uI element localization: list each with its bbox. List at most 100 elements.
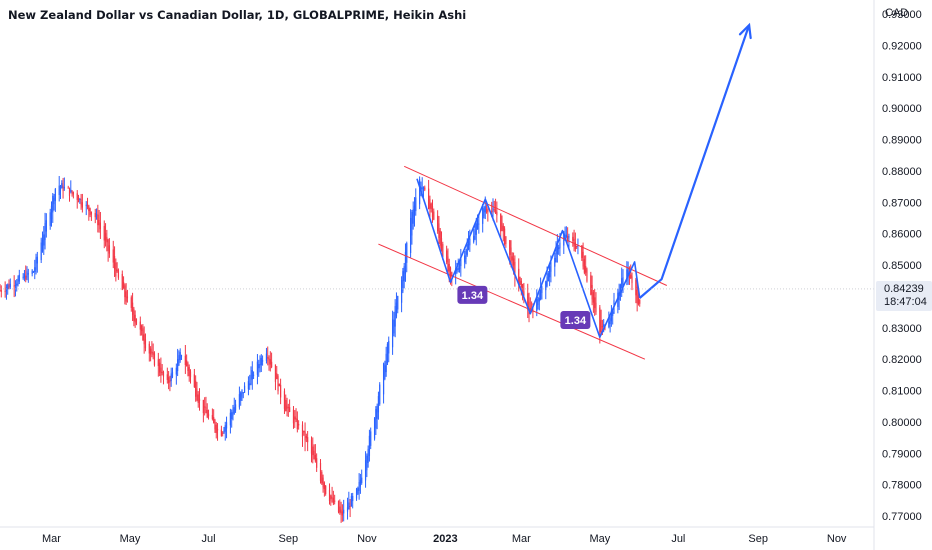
candle-body-down — [71, 190, 73, 194]
candle-body-down — [334, 500, 336, 502]
candle-body-down — [509, 240, 511, 255]
candle-body-down — [594, 297, 596, 309]
candle-body-down — [204, 406, 206, 408]
candle-body-up — [58, 185, 60, 195]
candle-body-up — [626, 269, 628, 281]
candle-body-down — [494, 209, 497, 214]
ratio-badge-label: 1.34 — [565, 315, 587, 327]
candle-body-down — [283, 391, 286, 409]
candle-body-up — [465, 250, 467, 259]
candle-body-down — [294, 416, 296, 420]
candle-body-down — [527, 293, 529, 310]
candle-body-up — [421, 187, 423, 190]
candle-body-down — [301, 424, 304, 437]
candle-body-up — [27, 273, 29, 275]
channel-lower-line — [378, 243, 646, 360]
candle-body-down — [431, 206, 434, 217]
candle-body-down — [112, 249, 114, 263]
price-tick-label: 0.81000 — [882, 386, 922, 398]
candle-body-up — [368, 435, 371, 456]
channel-upper-line — [403, 165, 668, 286]
price-axis-ticks[interactable]: 0.77000 0.78000 0.79000 0.80000 0.81000 0.820… — [882, 9, 922, 523]
candle-body-up — [35, 257, 37, 270]
candle-body-down — [424, 187, 426, 190]
candle-body-down — [205, 406, 207, 414]
candle-body-down — [592, 292, 594, 303]
candle-body-down — [303, 430, 305, 433]
candle-body-down — [429, 198, 431, 209]
candle-body-down — [133, 308, 135, 321]
candle-body-up — [36, 256, 38, 264]
candle-body-up — [352, 495, 354, 502]
candle-body-down — [187, 363, 189, 372]
price-tick-label: 0.93000 — [882, 9, 922, 21]
candle-body-down — [487, 209, 489, 213]
candle-body-down — [446, 250, 448, 263]
candle-body-up — [355, 488, 358, 499]
candle-body-up — [478, 223, 480, 225]
candle-body-up — [621, 278, 623, 291]
candle-body-down — [296, 418, 298, 430]
candle-body-up — [474, 230, 476, 239]
candle-body-up — [233, 407, 235, 414]
price-tick-label: 0.85000 — [882, 260, 922, 272]
time-axis-ticks[interactable]: Mar May Jul Sep Nov 2023 Mar May Jul Sep Nov — [42, 533, 847, 545]
candle-body-down — [600, 320, 602, 332]
candle-body-down — [166, 374, 168, 380]
candle-body-down — [62, 185, 64, 191]
candle-body-down — [567, 235, 569, 240]
candle-body-down — [80, 199, 82, 206]
candle-body-down — [503, 228, 506, 245]
candle-body-down — [312, 446, 314, 456]
candle-body-up — [536, 299, 538, 312]
candle-body-up — [95, 214, 98, 216]
candle-body-up — [249, 383, 251, 386]
candle-body-down — [599, 307, 601, 333]
candle-body-down — [276, 373, 278, 380]
candle-body-up — [18, 274, 20, 282]
candle-body-up — [559, 242, 561, 249]
candle-body-down — [207, 413, 210, 417]
candle-body-down — [113, 255, 116, 270]
candle-body-up — [547, 273, 549, 282]
candle-body-down — [134, 314, 136, 323]
candle-body-up — [610, 310, 613, 322]
candle-body-down — [339, 506, 341, 513]
price-tick-label: 0.82000 — [882, 354, 922, 366]
candle-body-up — [549, 266, 551, 278]
candle-body-down — [505, 236, 507, 245]
candle-body-up — [540, 286, 542, 300]
candle-body-up — [358, 481, 360, 491]
candle-body-down — [8, 286, 10, 288]
candle-body-down — [349, 505, 351, 507]
candle-body-up — [17, 278, 19, 285]
candle-body-down — [321, 471, 323, 484]
candle-body-down — [160, 367, 162, 376]
candle-body-up — [61, 183, 63, 189]
candle-body-down — [485, 209, 488, 211]
candle-body-up — [475, 223, 477, 235]
candle-body-down — [148, 343, 150, 354]
time-tick-label: Sep — [279, 533, 299, 545]
candle-body-up — [395, 302, 398, 317]
price-tick-label: 0.86000 — [882, 229, 922, 241]
candle-body-up — [412, 209, 414, 224]
candle-body-up — [346, 507, 349, 512]
candle-body-down — [637, 295, 640, 305]
candle-body-up — [568, 235, 570, 238]
candle-body-up — [50, 205, 53, 220]
candle-body-up — [388, 341, 390, 354]
candle-body-up — [53, 197, 55, 205]
candle-body-down — [104, 233, 107, 241]
candle-body-up — [546, 276, 548, 286]
price-tick-label: 0.88000 — [882, 166, 922, 178]
candle-body-up — [359, 479, 362, 487]
candle-body-up — [558, 247, 560, 250]
candle-body-down — [313, 450, 315, 460]
candle-body-down — [72, 192, 74, 195]
candle-body-down — [197, 394, 199, 403]
candle-body-down — [215, 424, 217, 433]
candle-body-down — [161, 371, 163, 373]
ratio-badge-label: 1.34 — [462, 290, 484, 302]
